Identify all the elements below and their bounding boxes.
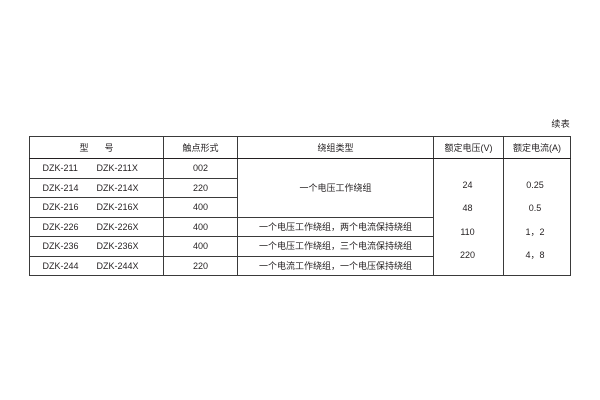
cell-model: DZK-236 DZK-236X <box>29 236 164 257</box>
model-code-variant: DZK-214X <box>96 182 139 193</box>
table-row: DZK-211 DZK-211X 002 一个电压工作绕组 24 48 110 2… <box>29 158 571 276</box>
rated-voltage-value: 220 <box>459 249 476 260</box>
cell-winding-type: 一个电流工作绕组，一个电压保持绕组 <box>237 255 434 276</box>
cell-winding-type: 一个电压工作绕组，三个电流保持绕组 <box>237 236 434 257</box>
model-code-primary: DZK-244 <box>42 260 79 271</box>
rated-voltage-value: 24 <box>462 180 473 191</box>
model-code-variant: DZK-211X <box>96 163 138 174</box>
cell-contact-form: 002 <box>163 158 238 179</box>
column-header-contact-form: 触点形式 <box>163 136 238 159</box>
model-code-primary: DZK-214 <box>42 182 79 193</box>
column-header-model-char1: 型 <box>79 142 89 153</box>
column-header-rated-voltage: 额定电压(V) <box>433 136 504 159</box>
cell-contact-form: 220 <box>163 177 238 198</box>
cell-model: DZK-226 DZK-226X <box>29 216 164 237</box>
cell-contact-form: 400 <box>163 236 238 257</box>
rated-current-value: 4，8 <box>525 249 545 260</box>
table-header-row: 型号 触点形式 绕组类型 额定电压(V) 额定电流(A) <box>29 136 571 159</box>
rated-voltage-value-list: 24 48 110 220 <box>434 162 503 273</box>
model-code-primary: DZK-226 <box>42 221 79 232</box>
cell-rated-current-merged: 0.25 0.5 1，2 4，8 <box>503 158 571 276</box>
table-row: DZK-244 DZK-244X 220 一个电流工作绕组，一个电压保持绕组 <box>29 255 571 276</box>
table-row: DZK-216 DZK-216X 400 <box>29 197 571 218</box>
cell-model: DZK-216 DZK-216X <box>29 197 164 218</box>
model-code-variant: DZK-236X <box>96 241 139 252</box>
cell-winding-type: 一个电压工作绕组，两个电流保持绕组 <box>237 216 434 237</box>
model-code-variant: DZK-216X <box>96 202 139 213</box>
rated-current-value: 0.5 <box>528 203 542 214</box>
model-code-primary: DZK-211 <box>42 163 78 174</box>
column-header-model: 型号 <box>29 136 164 159</box>
model-code-primary: DZK-216 <box>42 202 79 213</box>
table-continued-caption: 续表 <box>551 119 570 129</box>
model-code-primary: DZK-236 <box>42 241 79 252</box>
cell-contact-form: 220 <box>163 255 238 276</box>
rated-voltage-value: 110 <box>460 226 475 237</box>
cell-winding-type-merged: 一个电压工作绕组 <box>237 158 434 218</box>
cell-contact-form: 400 <box>163 216 238 237</box>
column-header-model-char2: 号 <box>104 142 114 153</box>
rated-current-value-list: 0.25 0.5 1，2 4，8 <box>504 162 570 273</box>
rated-current-value: 0.25 <box>526 180 544 191</box>
cell-model: DZK-211 DZK-211X <box>29 158 164 179</box>
spec-table-container: 型号 触点形式 绕组类型 额定电压(V) 额定电流(A) DZK-211 DZK-… <box>29 136 571 276</box>
column-header-rated-current: 额定电流(A) <box>503 136 571 159</box>
cell-contact-form: 400 <box>163 197 238 218</box>
cell-model: DZK-214 DZK-214X <box>29 177 164 198</box>
rated-current-value: 1，2 <box>525 226 545 237</box>
rated-voltage-value: 48 <box>462 203 473 214</box>
cell-model: DZK-244 DZK-244X <box>29 255 164 276</box>
column-header-winding-type: 绕组类型 <box>237 136 434 159</box>
cell-rated-voltage-merged: 24 48 110 220 <box>433 158 504 276</box>
relay-specification-table: 型号 触点形式 绕组类型 额定电压(V) 额定电流(A) DZK-211 DZK-… <box>29 136 571 276</box>
model-code-variant: DZK-244X <box>96 260 139 271</box>
model-code-variant: DZK-226X <box>96 221 139 232</box>
